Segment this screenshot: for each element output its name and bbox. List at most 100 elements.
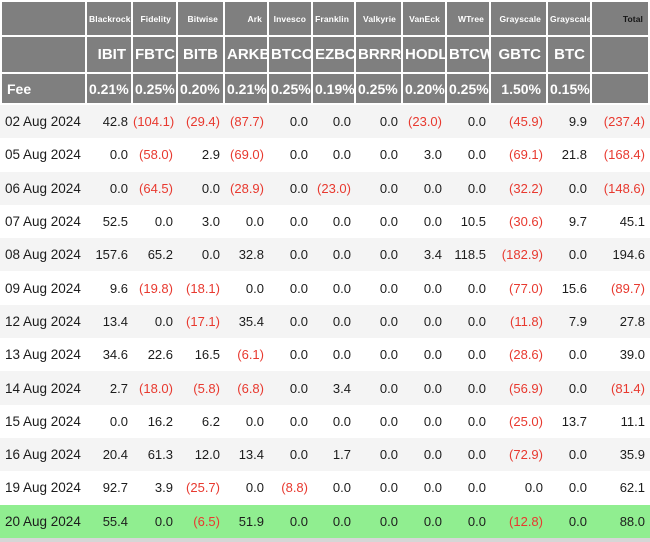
flow-value: 3.4 <box>313 371 356 405</box>
row-total: 39.0 <box>592 338 650 372</box>
fee-value: 1.50% <box>491 74 548 105</box>
row-date: 15 Aug 2024 <box>0 404 87 438</box>
flow-value: 9.6 <box>87 271 133 305</box>
flow-value: (72.9) <box>491 437 548 472</box>
flow-value: (19.8) <box>133 271 178 305</box>
flow-value: (58.0) <box>133 138 178 172</box>
flow-value: 34.6 <box>87 338 133 372</box>
flow-value: 0.0 <box>447 371 491 405</box>
flow-value: 0.0 <box>313 238 356 272</box>
corner-cell <box>0 0 87 37</box>
row-date: 16 Aug 2024 <box>0 437 87 472</box>
flow-value: 0.0 <box>133 304 178 339</box>
flow-value: 0.0 <box>313 404 356 438</box>
bottom-strip <box>0 537 650 542</box>
row-date: 06 Aug 2024 <box>0 171 87 205</box>
flow-value: 0.0 <box>356 371 403 405</box>
flow-value: 157.6 <box>87 238 133 272</box>
flow-value: 3.0 <box>178 204 225 239</box>
flow-value: 0.0 <box>548 338 592 372</box>
flow-value: 0.0 <box>447 105 491 139</box>
flow-value: (6.1) <box>225 338 269 372</box>
data-row: 02 Aug 2024 42.8 (104.1) (29.4) (87.7) 0.0 0.0… <box>0 105 650 139</box>
fee-value: 0.25% <box>447 74 491 105</box>
flow-value: 0.0 <box>548 171 592 205</box>
flow-value: 16.5 <box>178 338 225 372</box>
flow-value: 0.0 <box>548 471 592 505</box>
flow-value: 0.0 <box>403 471 447 505</box>
fee-header-row: Fee 0.21% 0.25% 0.20% 0.21% 0.25% 0.19% 0.25% 0… <box>0 74 650 105</box>
table-body: 02 Aug 2024 42.8 (104.1) (29.4) (87.7) 0.0 0.0… <box>0 105 650 538</box>
flow-value: (87.7) <box>225 105 269 139</box>
row-total: 194.6 <box>592 238 650 272</box>
flow-value: 12.0 <box>178 437 225 472</box>
flow-value: (45.9) <box>491 105 548 139</box>
flow-value: 0.0 <box>356 171 403 205</box>
flow-value: 0.0 <box>178 171 225 205</box>
row-total: 62.1 <box>592 471 650 505</box>
row-total: (89.7) <box>592 271 650 305</box>
flow-value: 2.7 <box>87 371 133 405</box>
flow-value: 0.0 <box>356 138 403 172</box>
flow-value: 118.5 <box>447 238 491 272</box>
flow-value: 42.8 <box>87 105 133 139</box>
data-row: 12 Aug 2024 13.4 0.0 (17.1) 35.4 0.0 0.0 0.0 0.0… <box>0 304 650 339</box>
flow-value: 10.5 <box>447 204 491 239</box>
fee-value: 0.25% <box>269 74 313 105</box>
flow-value: 52.5 <box>87 204 133 239</box>
data-row: 16 Aug 2024 20.4 61.3 12.0 13.4 0.0 1.7 0.0 0.0 0… <box>0 437 650 472</box>
fee-value: 0.20% <box>403 74 447 105</box>
flow-value: 0.0 <box>225 271 269 305</box>
flow-value: 0.0 <box>313 105 356 139</box>
flow-value: (28.9) <box>225 171 269 205</box>
flow-value: 35.4 <box>225 304 269 339</box>
row-date: 14 Aug 2024 <box>0 371 87 405</box>
ticker-header: IBIT <box>87 37 133 74</box>
data-row: 20 Aug 2024 55.4 0.0 (6.5) 51.9 0.0 0.0 0.0 0.0 0… <box>0 504 650 538</box>
ticker-header: BRRR <box>356 37 403 74</box>
company-header: Franklin <box>313 0 356 37</box>
fee-value: 0.15% <box>548 74 592 105</box>
flow-value: (32.2) <box>491 171 548 205</box>
flow-value: 0.0 <box>87 171 133 205</box>
ticker-header: BTCO <box>269 37 313 74</box>
flow-value: (5.8) <box>178 371 225 405</box>
flow-value: 0.0 <box>403 437 447 472</box>
flow-value: (77.0) <box>491 271 548 305</box>
flow-value: 0.0 <box>87 138 133 172</box>
flow-value: 65.2 <box>133 238 178 272</box>
flow-value: 0.0 <box>313 338 356 372</box>
ticker-header: BTCW <box>447 37 491 74</box>
flow-value: (12.8) <box>491 504 548 538</box>
flow-value: 0.0 <box>269 437 313 472</box>
ticker-header: FBTC <box>133 37 178 74</box>
flow-value: 0.0 <box>548 437 592 472</box>
row-total: (81.4) <box>592 371 650 405</box>
flow-value: (182.9) <box>491 238 548 272</box>
company-header: Bitwise <box>178 0 225 37</box>
row-total: (148.6) <box>592 171 650 205</box>
flow-value: 0.0 <box>447 404 491 438</box>
flow-value: (8.8) <box>269 471 313 505</box>
flow-value: 0.0 <box>356 338 403 372</box>
row-date: 09 Aug 2024 <box>0 271 87 305</box>
flow-value: 21.8 <box>548 138 592 172</box>
company-header: Invesco <box>269 0 313 37</box>
flow-value: 0.0 <box>269 271 313 305</box>
flow-value: 0.0 <box>225 471 269 505</box>
flow-value: (23.0) <box>403 105 447 139</box>
flow-value: (25.0) <box>491 404 548 438</box>
row-total: 88.0 <box>592 504 650 538</box>
flow-value: 0.0 <box>356 404 403 438</box>
row-total: 11.1 <box>592 404 650 438</box>
flow-value: (29.4) <box>178 105 225 139</box>
row-date: 19 Aug 2024 <box>0 471 87 505</box>
flow-value: 0.0 <box>356 437 403 472</box>
data-row: 06 Aug 2024 0.0 (64.5) 0.0 (28.9) 0.0 (23.0) 0.… <box>0 171 650 205</box>
flow-value: 0.0 <box>548 238 592 272</box>
flow-value: 0.0 <box>313 271 356 305</box>
company-header: Valkyrie <box>356 0 403 37</box>
data-row: 09 Aug 2024 9.6 (19.8) (18.1) 0.0 0.0 0.0 0.0 0.… <box>0 271 650 305</box>
flow-value: (30.6) <box>491 204 548 239</box>
ticker-header: HODL <box>403 37 447 74</box>
